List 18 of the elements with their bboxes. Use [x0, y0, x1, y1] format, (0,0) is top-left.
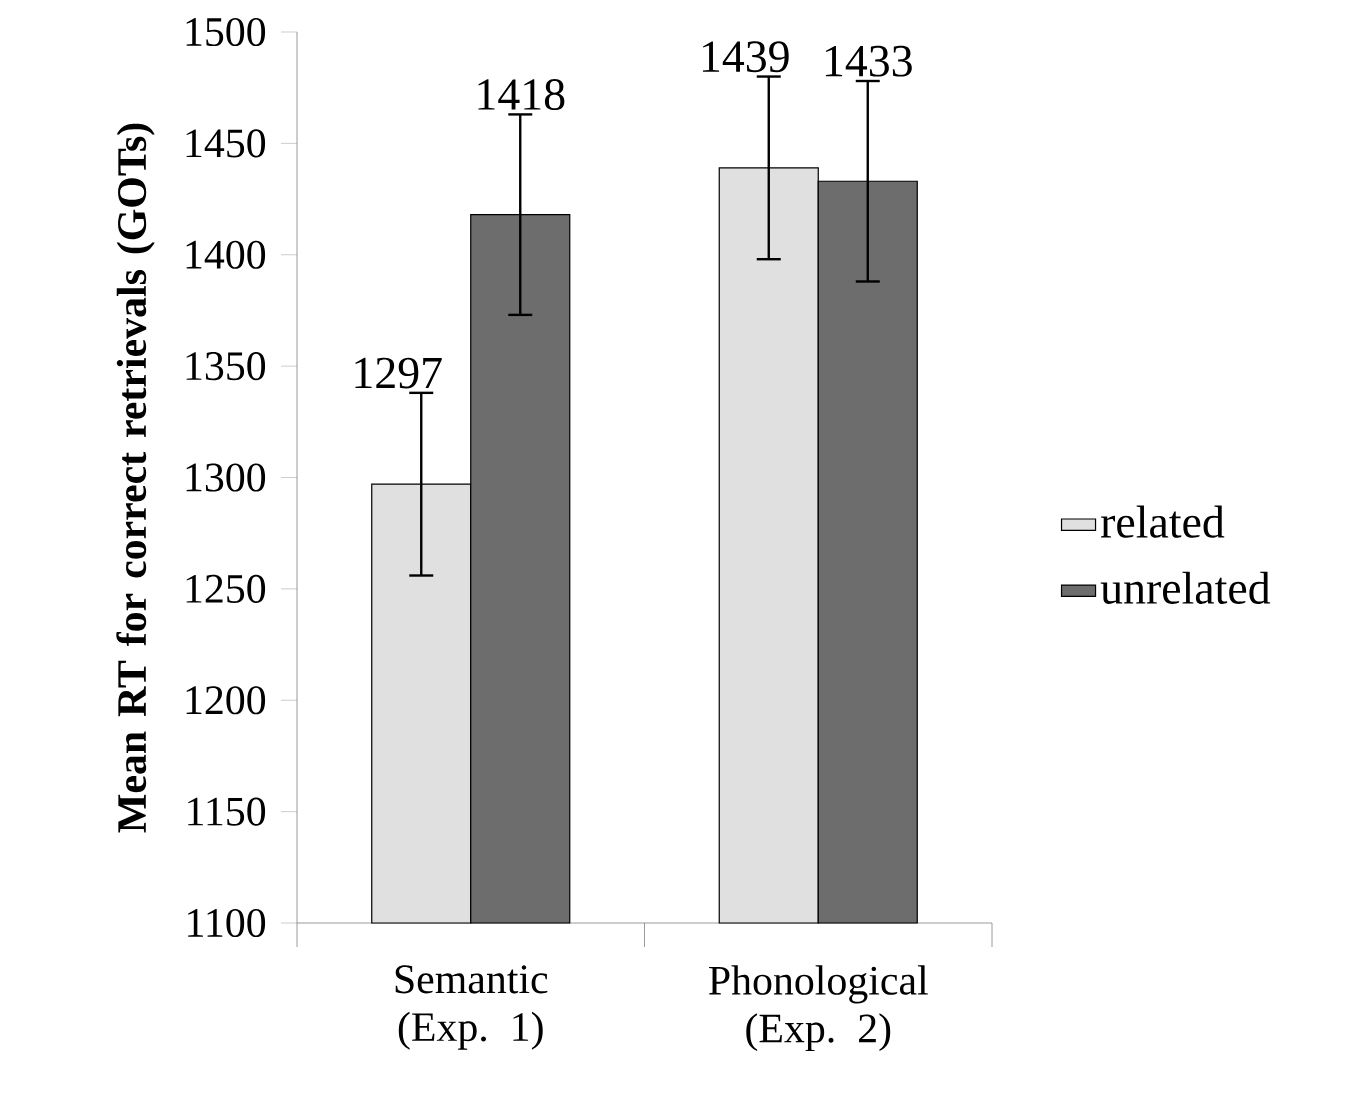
- y-tick-label: 1300: [186, 463, 266, 492]
- data-label: 1297: [355, 357, 442, 389]
- y-tick-label: 1100: [188, 908, 266, 938]
- data-label: 1439: [702, 41, 789, 73]
- data-label: 1433: [825, 45, 912, 77]
- y-axis-title: Mean RT for correct retrievals (GOTs): [116, 123, 155, 833]
- data-label: 1418: [478, 79, 565, 110]
- y-tick-label: 1250: [186, 574, 266, 603]
- y-tick-label: 1500: [186, 17, 266, 47]
- x-tick-label: Phonological (Exp. 2): [709, 965, 928, 1052]
- x-tick-label: Semantic (Exp. 1): [395, 965, 548, 1050]
- y-tick-label: 1400: [186, 240, 266, 269]
- y-tick-label: 1150: [188, 797, 266, 826]
- y-tick-label: 1450: [186, 129, 266, 158]
- y-tick-label: 1350: [186, 352, 266, 381]
- y-tick-label: 1200: [186, 686, 266, 715]
- legend-label: unrelated: [1100, 571, 1271, 604]
- legend-label: related: [1101, 505, 1225, 538]
